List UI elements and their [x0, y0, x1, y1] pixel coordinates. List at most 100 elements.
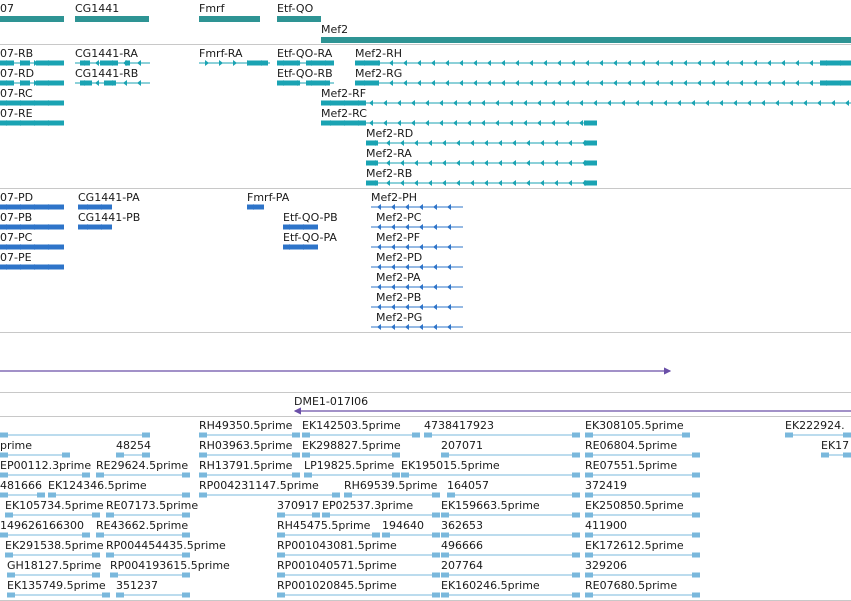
transcript-strand-arrow[interactable] — [789, 100, 793, 106]
est-read[interactable] — [312, 512, 320, 518]
est-label[interactable]: EK308105.5prime — [585, 419, 684, 432]
transcript-label[interactable]: 07-RC — [0, 87, 33, 100]
protein-strand-arrow[interactable] — [48, 204, 52, 210]
protein-label[interactable]: Etf-QO-PB — [283, 211, 338, 224]
protein-strand-arrow[interactable] — [419, 224, 423, 230]
transcript-strand-arrow[interactable] — [34, 120, 38, 126]
est-read[interactable] — [0, 432, 8, 438]
est-read[interactable] — [372, 532, 380, 538]
est-read[interactable] — [199, 432, 207, 438]
transcript-strand-arrow[interactable] — [123, 60, 127, 66]
transcript-strand-arrow[interactable] — [386, 180, 390, 186]
est-read[interactable] — [182, 592, 190, 598]
transcript-strand-arrow[interactable] — [487, 80, 491, 86]
protein-strand-arrow[interactable] — [48, 224, 52, 230]
est-read[interactable] — [432, 512, 440, 518]
transcript-exon[interactable] — [820, 60, 851, 66]
protein-label[interactable]: Mef2-PH — [371, 191, 418, 204]
est-read[interactable] — [585, 592, 593, 598]
protein-strand-arrow[interactable] — [433, 224, 437, 230]
transcript-strand-arrow[interactable] — [509, 120, 513, 126]
est-read[interactable] — [7, 572, 15, 578]
gene-bar[interactable] — [277, 16, 321, 22]
protein-strand-arrow[interactable] — [6, 224, 10, 230]
transcript-strand-arrow[interactable] — [414, 160, 418, 166]
transcript-strand-arrow[interactable] — [297, 60, 301, 66]
protein-exon[interactable] — [78, 224, 112, 230]
transcript-label[interactable]: 07-RD — [0, 67, 35, 80]
transcript-strand-arrow[interactable] — [247, 60, 251, 66]
est-read[interactable] — [821, 452, 829, 458]
est-label[interactable]: 207071 — [441, 439, 483, 452]
protein-strand-arrow[interactable] — [419, 264, 423, 270]
protein-label[interactable]: Mef2-PA — [376, 271, 421, 284]
transcript-strand-arrow[interactable] — [283, 60, 287, 66]
protein-strand-arrow[interactable] — [433, 244, 437, 250]
est-read[interactable] — [441, 592, 449, 598]
transcript-label[interactable]: CG1441-RA — [75, 47, 138, 60]
transcript-strand-arrow[interactable] — [498, 180, 502, 186]
transcript-exon[interactable] — [306, 60, 334, 66]
protein-strand-arrow[interactable] — [433, 204, 437, 210]
transcript-strand-arrow[interactable] — [582, 160, 586, 166]
gene-bar[interactable] — [199, 16, 260, 22]
transcript-strand-arrow[interactable] — [403, 60, 407, 66]
transcript-strand-arrow[interactable] — [473, 60, 477, 66]
est-read[interactable] — [692, 492, 700, 498]
transcript-strand-arrow[interactable] — [389, 80, 393, 86]
transcript-label[interactable]: Mef2-RC — [321, 107, 367, 120]
protein-strand-arrow[interactable] — [391, 244, 395, 250]
transcript-strand-arrow[interactable] — [526, 140, 530, 146]
transcript-strand-arrow[interactable] — [739, 60, 743, 66]
transcript-strand-arrow[interactable] — [123, 80, 127, 86]
est-read[interactable] — [585, 532, 593, 538]
transcript-strand-arrow[interactable] — [283, 80, 287, 86]
transcript-strand-arrow[interactable] — [481, 100, 485, 106]
est-read[interactable] — [106, 512, 114, 518]
transcript-exon[interactable] — [584, 140, 597, 146]
est-label[interactable]: RE07173.5prime — [106, 499, 199, 512]
transcript-strand-arrow[interactable] — [467, 120, 471, 126]
transcript-exon[interactable] — [820, 80, 851, 86]
protein-strand-arrow[interactable] — [419, 304, 423, 310]
transcript-strand-arrow[interactable] — [311, 80, 315, 86]
est-read[interactable] — [572, 592, 580, 598]
transcript-label[interactable]: Mef2-RF — [321, 87, 367, 100]
est-read[interactable] — [692, 512, 700, 518]
transcript-strand-arrow[interactable] — [445, 80, 449, 86]
est-label[interactable]: 194640 — [382, 519, 424, 532]
transcript-strand-arrow[interactable] — [325, 60, 329, 66]
transcript-strand-arrow[interactable] — [484, 160, 488, 166]
est-read[interactable] — [182, 472, 190, 478]
protein-strand-arrow[interactable] — [419, 324, 423, 330]
transcript-strand-arrow[interactable] — [383, 100, 387, 106]
est-label[interactable]: EK160246.5prime — [441, 579, 540, 592]
transcript-strand-arrow[interactable] — [325, 80, 329, 86]
transcript-strand-arrow[interactable] — [831, 100, 835, 106]
protein-strand-arrow[interactable] — [447, 244, 451, 250]
transcript-strand-arrow[interactable] — [543, 60, 547, 66]
transcript-strand-arrow[interactable] — [34, 60, 38, 66]
transcript-exon[interactable] — [80, 80, 92, 86]
transcript-strand-arrow[interactable] — [439, 120, 443, 126]
transcript-strand-arrow[interactable] — [205, 60, 209, 66]
transcript-strand-arrow[interactable] — [809, 60, 813, 66]
est-read[interactable] — [0, 472, 8, 478]
est-read[interactable] — [92, 572, 100, 578]
transcript-strand-arrow[interactable] — [372, 140, 376, 146]
est-label[interactable]: EP00112.3prime — [0, 459, 92, 472]
transcript-strand-arrow[interactable] — [585, 80, 589, 86]
transcript-strand-arrow[interactable] — [20, 100, 24, 106]
transcript-strand-arrow[interactable] — [95, 60, 99, 66]
est-read[interactable] — [432, 592, 440, 598]
est-read[interactable] — [441, 572, 449, 578]
transcript-strand-arrow[interactable] — [48, 60, 52, 66]
est-read[interactable] — [412, 432, 420, 438]
protein-strand-arrow[interactable] — [377, 224, 381, 230]
transcript-strand-arrow[interactable] — [341, 100, 345, 106]
transcript-strand-arrow[interactable] — [697, 80, 701, 86]
protein-strand-arrow[interactable] — [20, 264, 24, 270]
transcript-strand-arrow[interactable] — [442, 160, 446, 166]
protein-strand-arrow[interactable] — [419, 284, 423, 290]
transcript-strand-arrow[interactable] — [705, 100, 709, 106]
